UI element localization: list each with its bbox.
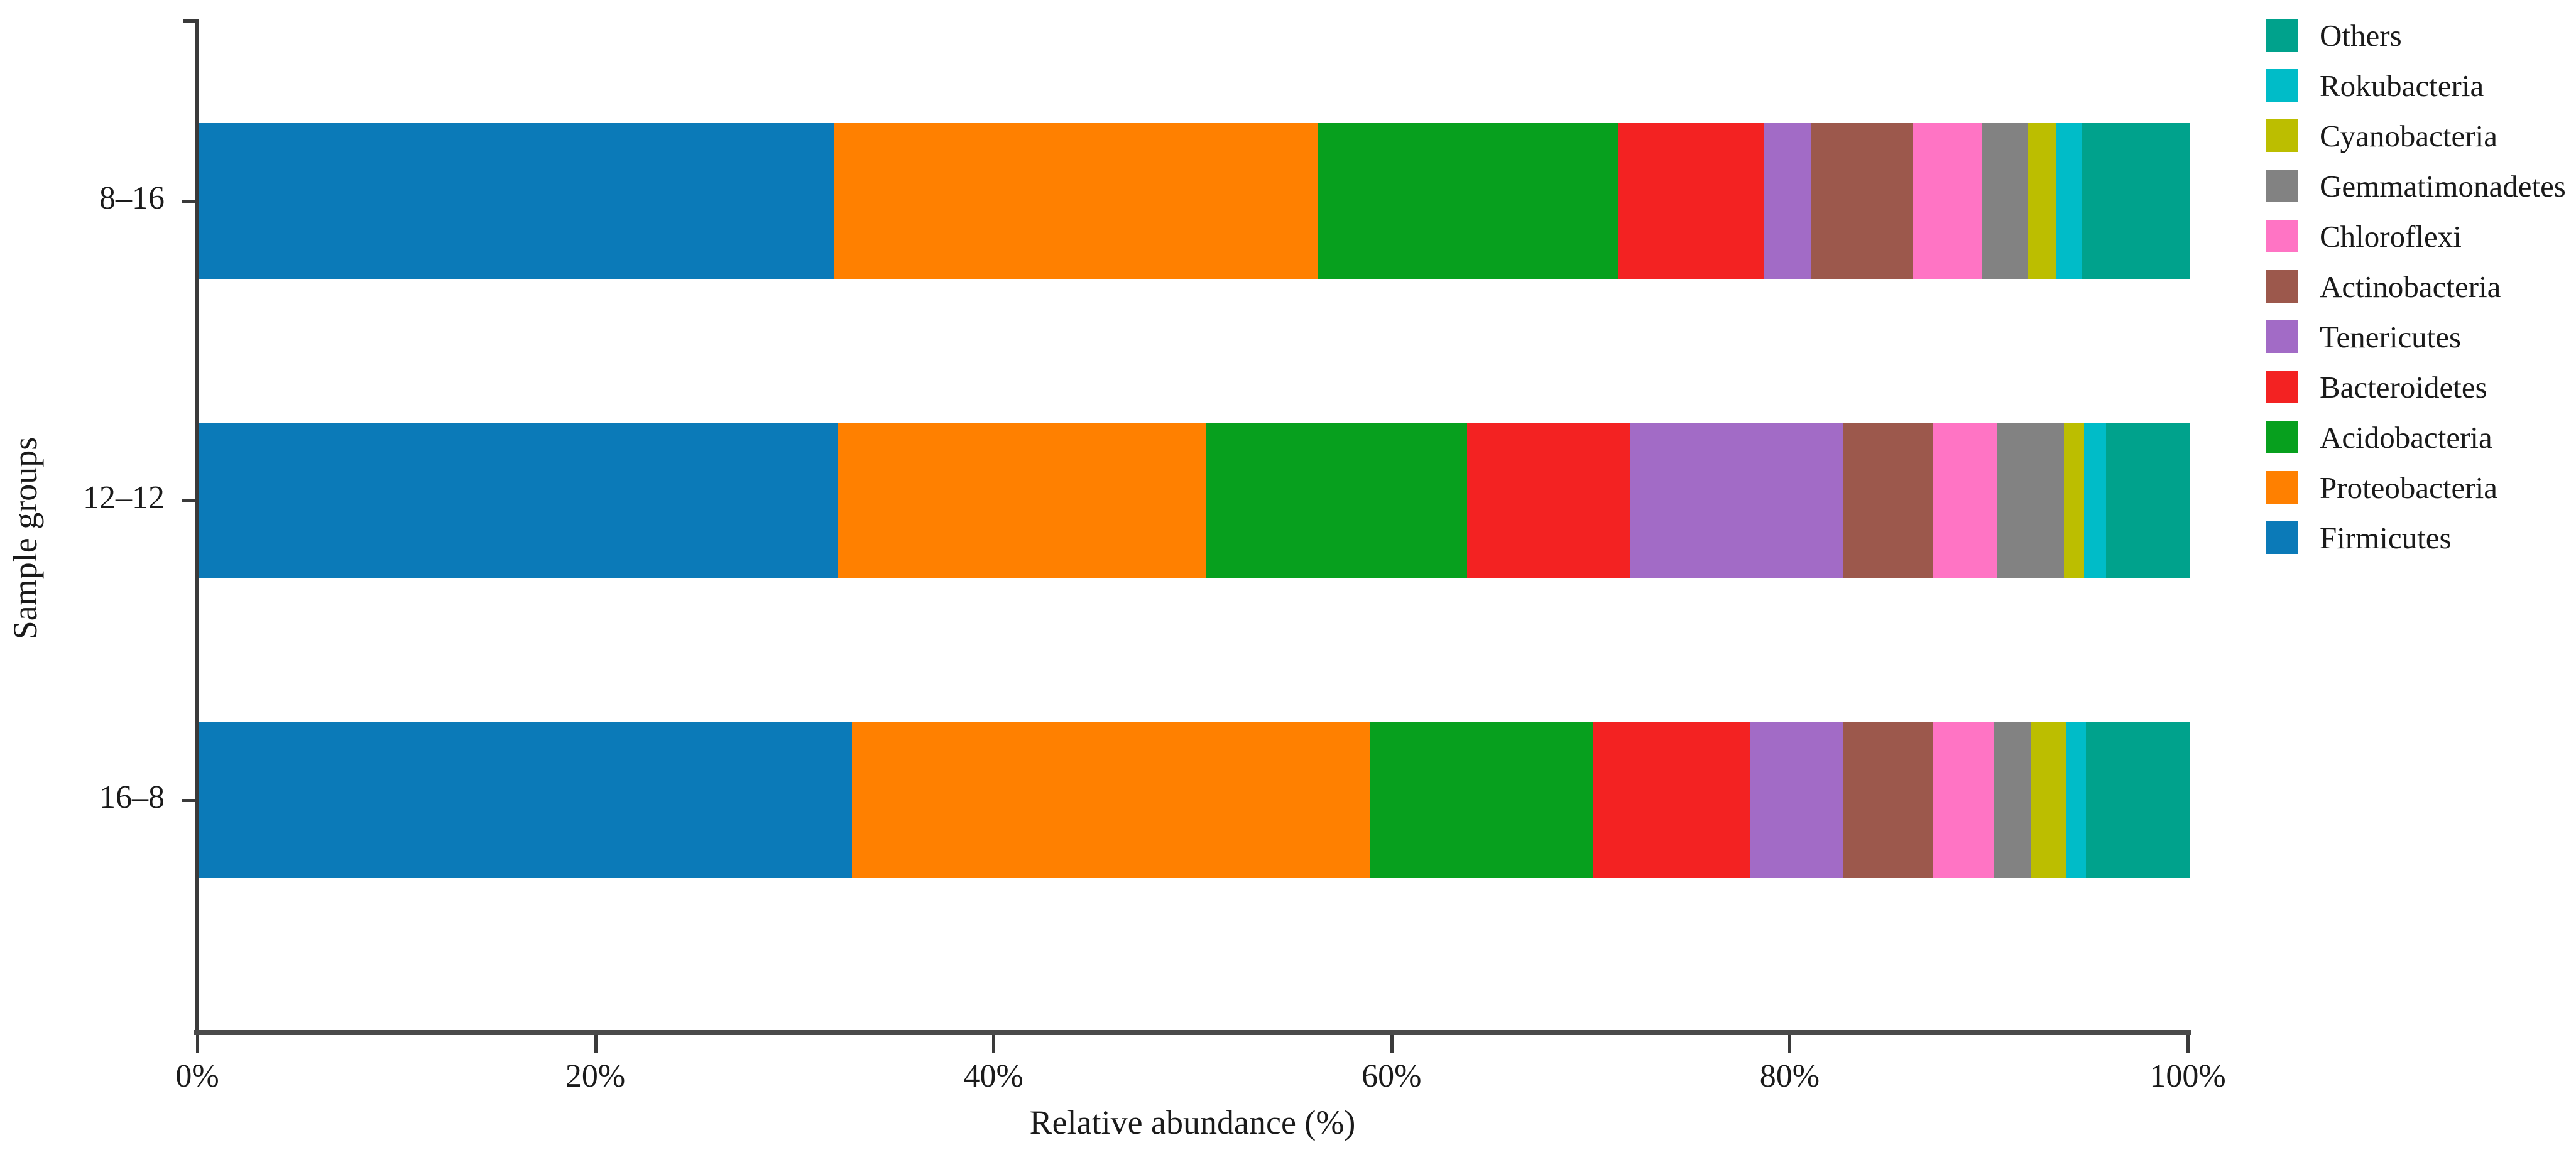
y-tick-label: 12–12 — [83, 480, 165, 516]
legend-label: Firmicutes — [2320, 520, 2452, 555]
x-tick-label: 0% — [175, 1058, 219, 1094]
bar-segment-actinobacteria — [1843, 722, 1933, 878]
bar-segment-actinobacteria — [1811, 123, 1913, 279]
bar-segment-cyanobacteria — [2028, 123, 2056, 279]
legend-swatch-tenericutes — [2266, 320, 2298, 353]
x-tick-label: 40% — [963, 1058, 1023, 1094]
legend-item-bacteroidetes: Bacteroidetes — [2266, 362, 2487, 412]
bar-segment-bacteroidetes — [1592, 722, 1750, 878]
bar-segment-chloroflexi — [1933, 722, 1995, 878]
legend-swatch-proteobacteria — [2266, 471, 2298, 504]
bar-segment-acidobacteria — [1369, 722, 1593, 878]
bar-segment-cyanobacteria — [2030, 722, 2066, 878]
legend-item-proteobacteria: Proteobacteria — [2266, 462, 2497, 513]
x-tick-label: 80% — [1759, 1058, 1820, 1094]
y-tick-mark — [182, 799, 199, 802]
legend-item-rokubacteria: Rokubacteria — [2266, 60, 2484, 111]
bar-segment-chloroflexi — [1933, 423, 1997, 578]
x-tick-label: 20% — [565, 1058, 626, 1094]
bar-segment-bacteroidetes — [1467, 423, 1630, 578]
legend-item-tenericutes: Tenericutes — [2266, 312, 2461, 362]
legend-label: Cyanobacteria — [2320, 118, 2497, 153]
bar-segment-others — [2086, 722, 2190, 878]
legend-swatch-chloroflexi — [2266, 220, 2298, 252]
bar-segment-firmicutes — [199, 123, 834, 279]
bar-segment-gemmatimonadetes — [1994, 722, 2031, 878]
legend-item-gemmatimonadetes: Gemmatimonadetes — [2266, 161, 2566, 211]
bar-segment-rokubacteria — [2084, 423, 2106, 578]
x-tick-mark — [1788, 1035, 1792, 1053]
legend-swatch-others — [2266, 19, 2298, 52]
legend-swatch-cyanobacteria — [2266, 119, 2298, 152]
bar-segment-gemmatimonadetes — [1996, 423, 2065, 578]
bar-row-16-8 — [199, 722, 2190, 878]
legend-item-chloroflexi: Chloroflexi — [2266, 211, 2462, 261]
bar-segment-proteobacteria — [834, 123, 1318, 279]
legend-swatch-bacteroidetes — [2266, 371, 2298, 403]
legend-label: Tenericutes — [2320, 319, 2462, 354]
bar-segment-actinobacteria — [1843, 423, 1933, 578]
x-axis-line — [194, 1030, 2191, 1035]
y-tick-mark — [182, 499, 199, 502]
y-axis-top-tick — [183, 19, 199, 23]
bar-segment-firmicutes — [199, 722, 853, 878]
bar-row-12-12 — [199, 423, 2190, 578]
bar-segment-tenericutes — [1764, 123, 1812, 279]
legend-item-firmicutes: Firmicutes — [2266, 513, 2452, 563]
bar-row-8-16 — [199, 123, 2190, 279]
bar-segment-tenericutes — [1749, 722, 1843, 878]
legend-swatch-acidobacteria — [2266, 421, 2298, 453]
bar-segment-acidobacteria — [1206, 423, 1467, 578]
x-tick-label: 60% — [1362, 1058, 1422, 1094]
legend-swatch-gemmatimonadetes — [2266, 170, 2298, 202]
bar-segment-rokubacteria — [2056, 123, 2082, 279]
bar-segment-firmicutes — [199, 423, 838, 578]
legend-swatch-rokubacteria — [2266, 69, 2298, 102]
legend-item-cyanobacteria: Cyanobacteria — [2266, 111, 2497, 161]
legend-item-actinobacteria: Actinobacteria — [2266, 261, 2501, 312]
bar-segment-proteobacteria — [838, 423, 1206, 578]
bar-segment-rokubacteria — [2066, 722, 2087, 878]
x-tick-mark — [992, 1035, 996, 1053]
legend-swatch-actinobacteria — [2266, 270, 2298, 303]
x-tick-mark — [594, 1035, 598, 1053]
legend-label: Actinobacteria — [2320, 269, 2501, 304]
y-axis-line — [195, 19, 199, 1034]
bar-segment-cyanobacteria — [2064, 423, 2085, 578]
y-axis-title: Sample groups — [6, 437, 44, 640]
legend-label: Gemmatimonadetes — [2320, 168, 2566, 203]
legend-label: Rokubacteria — [2320, 68, 2484, 103]
legend-item-acidobacteria: Acidobacteria — [2266, 412, 2492, 462]
y-tick-mark — [182, 200, 199, 203]
legend-item-others: Others — [2266, 10, 2402, 60]
x-tick-mark — [196, 1035, 199, 1053]
bar-segment-bacteroidetes — [1618, 123, 1764, 279]
bar-segment-proteobacteria — [852, 722, 1370, 878]
legend-label: Acidobacteria — [2320, 420, 2492, 455]
legend-label: Others — [2320, 18, 2402, 53]
bar-segment-gemmatimonadetes — [1982, 123, 2029, 279]
y-tick-label: 8–16 — [99, 180, 165, 216]
x-tick-mark — [2186, 1035, 2190, 1053]
bar-segment-others — [2105, 423, 2190, 578]
bar-segment-chloroflexi — [1913, 123, 1983, 279]
x-tick-mark — [1390, 1035, 1394, 1053]
legend-swatch-firmicutes — [2266, 521, 2298, 554]
legend-label: Bacteroidetes — [2320, 369, 2487, 404]
legend-label: Proteobacteria — [2320, 470, 2497, 505]
y-tick-label: 16–8 — [99, 779, 165, 815]
bar-segment-others — [2082, 123, 2190, 279]
x-tick-label: 100% — [2149, 1058, 2226, 1094]
legend: Others Rokubacteria Cyanobacteria Gemmatimo… — [2266, 0, 2576, 603]
bar-segment-tenericutes — [1630, 423, 1843, 578]
x-axis-title: Relative abundance (%) — [1029, 1104, 1356, 1141]
legend-label: Chloroflexi — [2320, 219, 2462, 254]
bar-segment-acidobacteria — [1318, 123, 1618, 279]
